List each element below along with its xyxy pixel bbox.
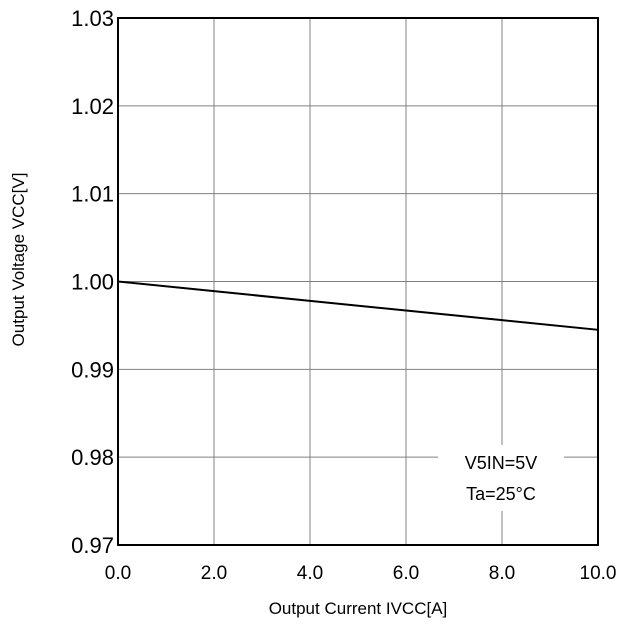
y-tick-label: 1.02 xyxy=(71,94,114,119)
tick-labels: 0.0 2.0 4.0 6.0 8.0 10.0 0.97 0.98 0.99 1.00 1.01 1… xyxy=(71,6,616,584)
series xyxy=(117,280,599,331)
annotation-temperature: Ta=25°C xyxy=(466,484,536,504)
y-axis-label: Output Voltage VCC[V] xyxy=(9,173,28,347)
y-tick-label: 0.97 xyxy=(71,533,114,558)
x-tick-label: 4.0 xyxy=(297,563,323,584)
x-tick-label: 2.0 xyxy=(201,563,227,584)
x-axis-label: Output Current IVCC[A] xyxy=(269,599,448,618)
y-tick-label: 1.03 xyxy=(71,6,114,31)
x-tick-label: 8.0 xyxy=(489,563,515,584)
y-tick-label: 0.99 xyxy=(71,357,114,382)
x-tick-label: 6.0 xyxy=(393,563,419,584)
y-tick-label: 1.00 xyxy=(71,270,114,295)
annotation-supply: V5IN=5V xyxy=(465,453,538,473)
plot-frame xyxy=(117,17,599,546)
annotation-background xyxy=(438,445,564,511)
series-line xyxy=(117,280,599,331)
y-tick-label: 0.98 xyxy=(71,445,114,470)
x-tick-label: 0.0 xyxy=(105,563,131,584)
annotation-box: V5IN=5V Ta=25°C xyxy=(438,445,564,511)
y-tick-label: 1.01 xyxy=(71,182,114,207)
x-tick-label: 10.0 xyxy=(580,563,617,584)
